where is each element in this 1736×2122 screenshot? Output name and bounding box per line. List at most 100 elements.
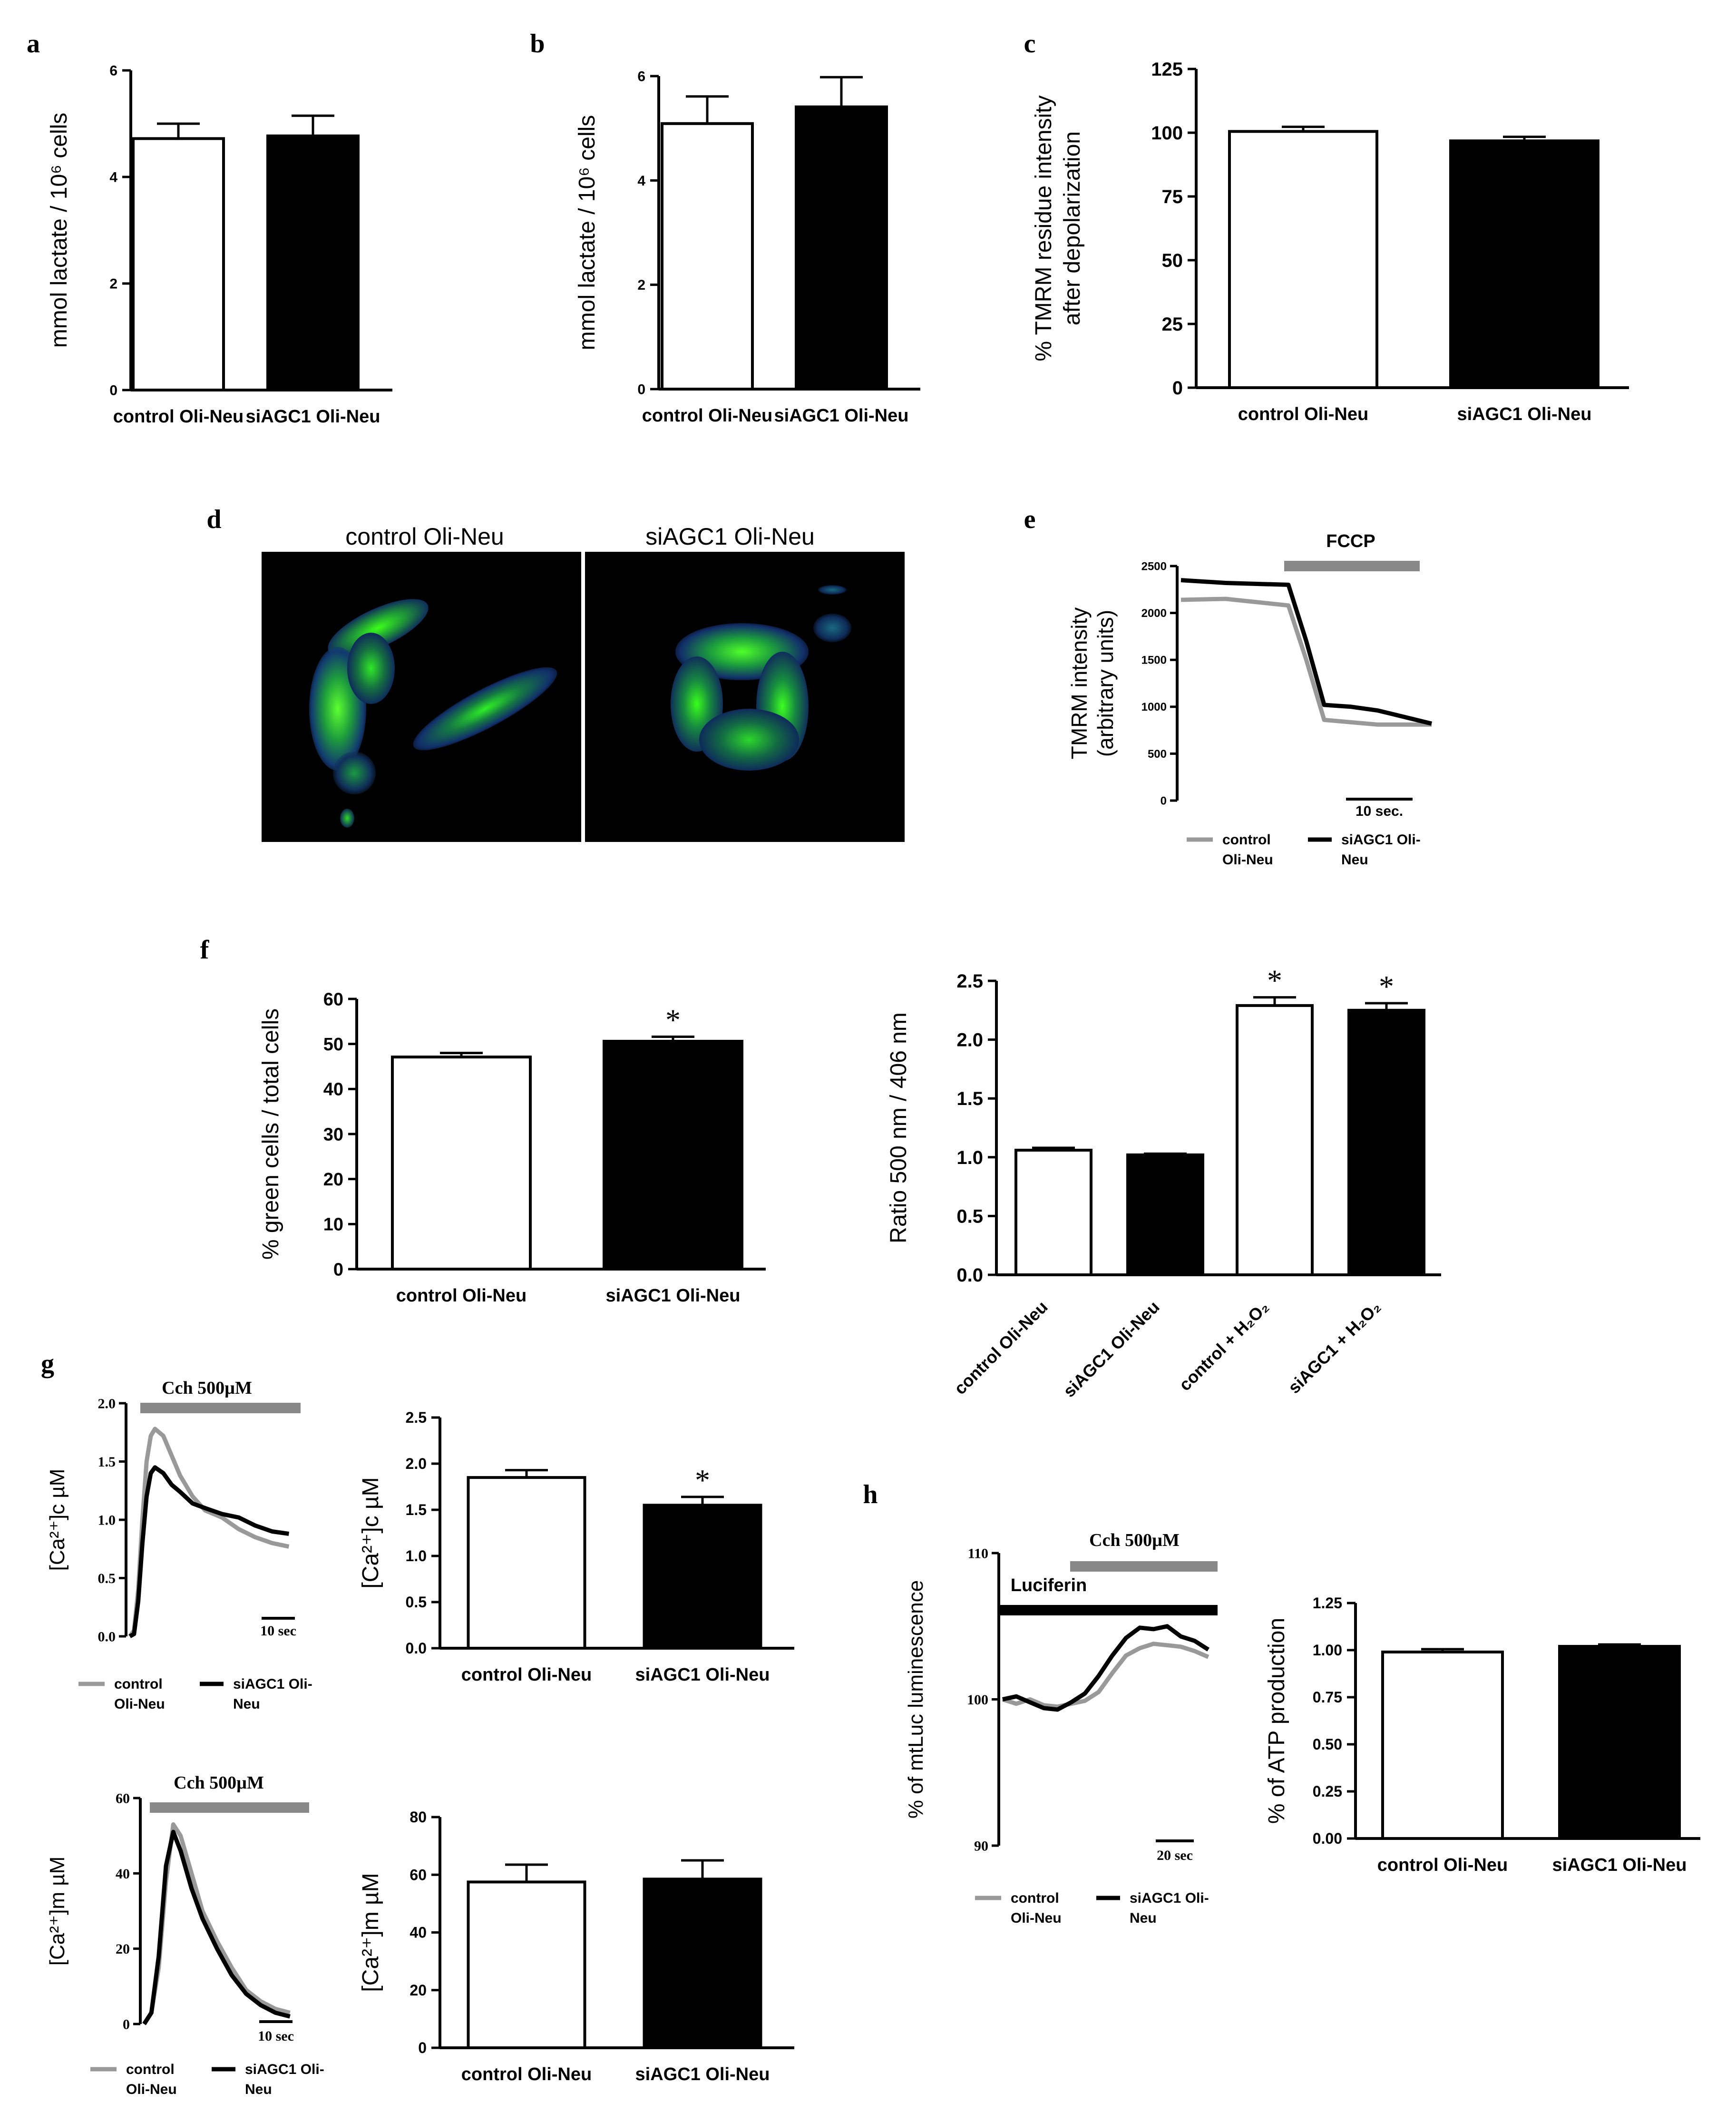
y-axis-label: % of ATP production	[1264, 1618, 1289, 1824]
y-axis-label-2: after depolarization	[1060, 131, 1085, 325]
y-tick-label: 4	[637, 173, 645, 189]
y-tick-label: 4	[109, 170, 117, 186]
y-tick-label: 0	[123, 2017, 130, 2033]
legend-label-siagc1-2: Neu	[245, 2082, 272, 2097]
bar-f2-2	[1236, 1004, 1314, 1277]
bar-chart-g2: 0.0 0.5 1.0 1.5 2.0 2.5 [Ca²⁺]c µM control Oli-…	[358, 1409, 794, 1685]
series-line-0	[1180, 597, 1432, 727]
legend-label-siagc1: siAGC1 Oli-	[245, 2062, 324, 2077]
y-tick-label: 1.25	[1313, 1594, 1342, 1612]
legend-label-siagc1: siAGC1 Oli-	[233, 1676, 312, 1692]
y-tick-label: 2.5	[406, 1409, 427, 1426]
panel-letter-b: b	[530, 29, 545, 59]
x-category-label: control Oli-Neu	[1238, 404, 1368, 424]
legend-label-control-2: Oli-Neu	[114, 1696, 165, 1712]
bar-chart-f1: f 0 10 20 30 40 50 60 % green cells / total cell…	[200, 935, 766, 1306]
treatment-label-2: Luciferin	[1011, 1575, 1087, 1595]
y-tick-label: 25	[1162, 314, 1183, 335]
panel-letter-f1: f	[200, 935, 210, 965]
bar-h2-0	[1381, 1650, 1504, 1840]
y-axis-label: % of mtLuc luminescence	[904, 1580, 927, 1819]
time-scalebar-label: 10 sec.	[1356, 803, 1403, 819]
y-tick-label: 80	[410, 1809, 427, 1826]
bar-f2-1	[1126, 1153, 1204, 1276]
y-axis-label: mmol lactate / 10⁶ cells	[47, 113, 72, 348]
y-tick-label: 6	[109, 63, 117, 79]
bar-g2-1	[643, 1504, 762, 1650]
panel-letter-a: a	[27, 29, 40, 59]
bar-a-0	[132, 137, 225, 391]
y-axis-label: mmol lactate / 10⁶ cells	[575, 115, 600, 351]
y-tick-label: 60	[323, 989, 343, 1009]
legend-label-siagc1: siAGC1 Oli-	[1341, 832, 1421, 848]
legend-label-control: control	[126, 2062, 175, 2077]
y-tick-label: 60	[410, 1866, 427, 1883]
y-tick-label: 1.5	[956, 1088, 983, 1109]
treatment-label: Cch 500µM	[162, 1378, 252, 1398]
bar-f2-3	[1347, 1008, 1425, 1277]
y-tick-label: 10	[323, 1215, 343, 1235]
y-tick-label: 40	[323, 1080, 343, 1100]
y-tick-label: 0	[109, 383, 117, 399]
y-tick-label: 1500	[1141, 654, 1167, 667]
bar-g2-0	[467, 1476, 586, 1650]
x-category-label: control Oli-Neu	[642, 406, 772, 426]
y-tick-label: 1.00	[1313, 1642, 1342, 1659]
y-axis-label: [Ca²⁺]c µM	[46, 1469, 69, 1571]
legend-label-siagc1-2: Neu	[1341, 852, 1368, 868]
y-tick-label: 1000	[1141, 701, 1167, 714]
y-tick-label: 0	[1161, 794, 1167, 807]
bar-f1-1	[603, 1039, 743, 1271]
y-tick-label: 60	[116, 1791, 130, 1807]
x-category-label: control Oli-Neu	[461, 1665, 592, 1685]
bar-g4-0	[467, 1880, 586, 2049]
legend-label-control: control	[1011, 1890, 1059, 1906]
y-tick-label: 110	[968, 1546, 988, 1562]
bar-b-0	[661, 122, 754, 391]
bar-f1-0	[391, 1056, 532, 1271]
x-category-label: siAGC1 Oli-Neu	[774, 406, 909, 426]
y-tick-label: 2	[109, 276, 117, 292]
significance-marker: *	[695, 1463, 710, 1497]
line-chart-g3: 0 20 40 60 [Ca²⁺]m µM Cch 500µM 10 sec control O…	[46, 1773, 324, 2097]
legend-label-control-2: Oli-Neu	[126, 2082, 177, 2097]
line-chart-e: e 0 500 1000 1500 2000 2500 TMRM intensity (arbi…	[1024, 505, 1433, 868]
legend-label-siagc1: siAGC1 Oli-	[1130, 1890, 1209, 1906]
y-tick-label: 0.75	[1313, 1689, 1342, 1706]
x-category-label: control Oli-Neu	[1377, 1855, 1508, 1875]
series-line-1	[1180, 578, 1433, 726]
y-tick-label: 0	[637, 382, 645, 398]
time-scalebar-label: 10 sec	[260, 1623, 296, 1639]
legend-label-siagc1-2: Neu	[1130, 1910, 1157, 1926]
x-category-label: control Oli-Neu	[113, 407, 244, 427]
x-category-label: control Oli-Neu	[461, 2064, 592, 2084]
y-tick-label: 20	[323, 1170, 343, 1190]
y-tick-label: 2.0	[98, 1396, 116, 1412]
bar-chart-b: b 0 2 4 6 mmol lactate / 10⁶ cells control Oli…	[530, 29, 920, 426]
bar-chart-g4: 0 20 40 60 80 [Ca²⁺]m µM control Oli-Neu siAGC1…	[358, 1809, 794, 2084]
y-tick-label: 0	[1172, 378, 1183, 399]
y-axis-label: TMRM intensity	[1067, 607, 1092, 759]
y-tick-label: 0.5	[98, 1571, 116, 1586]
y-axis-label: % green cells / total cells	[258, 1008, 283, 1260]
y-tick-label: 100	[1151, 123, 1183, 144]
y-tick-label: 50	[1162, 250, 1183, 271]
series-line-1	[142, 1829, 291, 2025]
y-axis-label-2: (arbitrary units)	[1093, 610, 1118, 757]
y-tick-label: 0.5	[406, 1594, 427, 1611]
y-tick-label: 2.0	[406, 1455, 427, 1472]
y-tick-label: 2.0	[956, 1030, 983, 1051]
significance-marker: *	[1379, 969, 1394, 1003]
bar-c-1	[1449, 139, 1599, 390]
bar-f2-0	[1014, 1148, 1092, 1277]
y-tick-label: 0.25	[1313, 1783, 1342, 1800]
series-line-1	[1002, 1624, 1210, 1712]
bar-g4-1	[643, 1878, 762, 2049]
y-tick-label: 20	[410, 1982, 427, 1999]
legend-label-control-2: Oli-Neu	[1011, 1910, 1062, 1926]
panel-letter-e: e	[1024, 505, 1036, 534]
y-tick-label: 0.50	[1313, 1736, 1342, 1753]
bar-h2-1	[1558, 1645, 1681, 1840]
x-category-label: siAGC1 Oli-Neu	[606, 1286, 741, 1306]
